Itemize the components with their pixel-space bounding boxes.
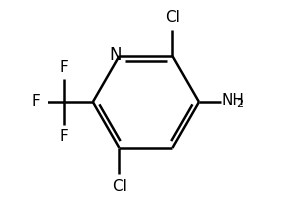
Text: F: F xyxy=(32,94,40,110)
Text: 2: 2 xyxy=(236,99,243,109)
Text: Cl: Cl xyxy=(165,10,180,25)
Text: Cl: Cl xyxy=(112,179,127,194)
Text: F: F xyxy=(60,129,69,144)
Text: NH: NH xyxy=(222,93,245,108)
Text: F: F xyxy=(60,60,69,75)
Text: N: N xyxy=(110,46,122,64)
